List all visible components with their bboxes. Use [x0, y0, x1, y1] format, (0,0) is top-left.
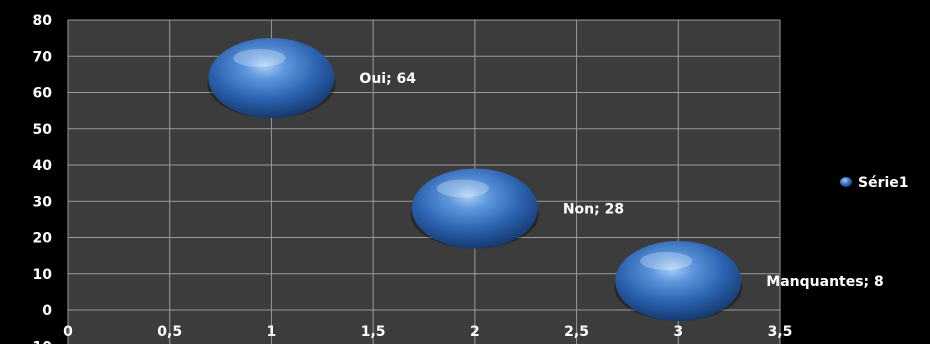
- y-tick-label: 60: [33, 86, 53, 102]
- y-tick-label: 40: [33, 158, 53, 174]
- x-tick-label: 0: [63, 324, 73, 340]
- y-tick-label: 70: [33, 49, 53, 65]
- y-tick-label: -10: [27, 339, 53, 344]
- x-tick-label: 2: [470, 324, 480, 340]
- legend-label-serie1: Série1: [858, 175, 909, 191]
- data-labels: Oui; 64 Non; 28 Manquantes; 8: [359, 71, 883, 290]
- data-label: Oui; 64: [359, 71, 416, 87]
- data-label: Manquantes; 8: [766, 274, 883, 290]
- bubble-highlight: [436, 179, 489, 198]
- x-tick-label: 1: [267, 324, 277, 340]
- y-tick-label: 20: [33, 231, 53, 247]
- bubble-highlight: [233, 49, 286, 67]
- data-label: Non; 28: [563, 202, 624, 218]
- legend-marker-serie1: [840, 177, 852, 187]
- y-tick-label: 50: [33, 122, 53, 138]
- axis-ticks: -10 0 10 20 30 40 50 60 70 80 0 0,5 1 1,5 2 2,5 3 3,5: [27, 13, 793, 344]
- gridlines: [67, 19, 781, 344]
- y-tick-label: 30: [33, 194, 53, 210]
- bubble-highlight: [640, 252, 693, 270]
- x-tick-label: 2,5: [564, 324, 589, 340]
- x-tick-label: 0,5: [157, 324, 182, 340]
- bubble-point: [615, 241, 742, 321]
- x-tick-label: 3: [673, 324, 683, 340]
- y-tick-label: 80: [33, 13, 53, 29]
- legend: Série1: [840, 175, 909, 191]
- x-tick-label: 1,5: [361, 324, 386, 340]
- bubble-point: [411, 168, 538, 249]
- y-tick-label: 0: [42, 303, 52, 319]
- y-tick-label: 10: [33, 267, 53, 283]
- bubble-series: [207, 38, 743, 321]
- x-tick-label: 3,5: [768, 324, 793, 340]
- bubble-point: [208, 38, 335, 118]
